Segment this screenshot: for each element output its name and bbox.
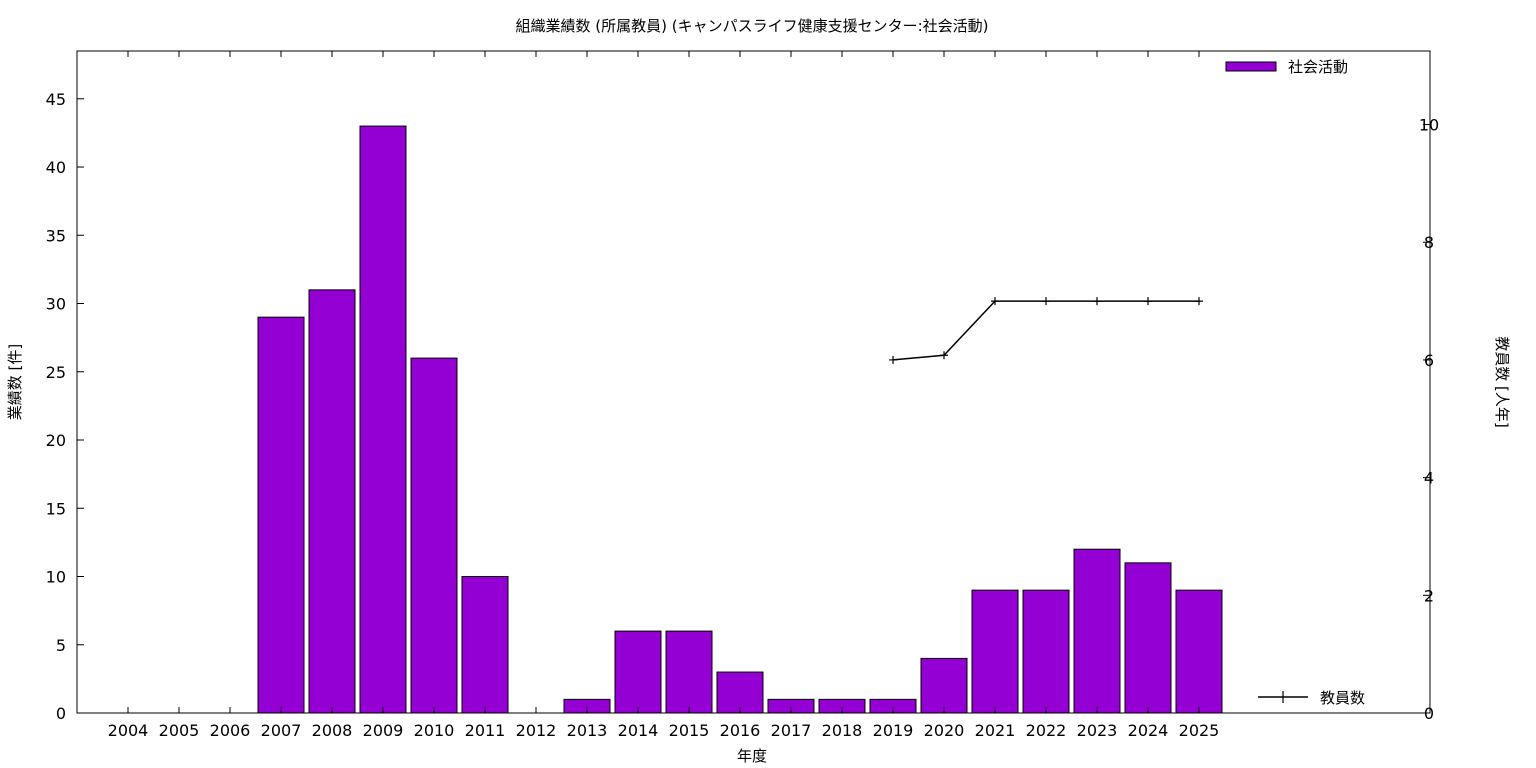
y-tick-label-45: 45	[46, 90, 66, 109]
x-tick-label-2005: 2005	[159, 721, 200, 740]
line-point-2021	[991, 297, 999, 306]
line-path	[892, 300, 1199, 361]
x-tick-label-2009: 2009	[363, 721, 404, 740]
legend-swatch-bars	[1225, 61, 1277, 72]
x-tick-label-2024: 2024	[1128, 721, 1169, 740]
axis-ticks	[77, 51, 1430, 714]
x-tick-label-2019: 2019	[873, 721, 914, 740]
x-tick-label-2015: 2015	[669, 721, 710, 740]
bar-2010	[410, 357, 458, 714]
x-tick-labels: 2004 2005 2006 2007 2008 2009 2010 2011 2012 2013…	[108, 721, 1220, 740]
x-tick-label-2016: 2016	[720, 721, 761, 740]
x-tick-label-2004: 2004	[108, 721, 149, 740]
x-tick-label-2012: 2012	[516, 721, 557, 740]
bar-2014	[614, 630, 662, 714]
bar-2011	[461, 576, 509, 714]
x-tick-label-2023: 2023	[1077, 721, 1118, 740]
x-tick-label-2013: 2013	[567, 721, 608, 740]
y2-tick-label-2: 2	[1424, 586, 1434, 605]
x-tick-label-2011: 2011	[465, 721, 506, 740]
legend: 社会活動 教員数	[1225, 58, 1365, 707]
y-tick-label-5: 5	[56, 636, 66, 655]
chart-title: 組織業績数 (所属教員) (キャンパスライフ健康支援センター:社会活動)	[515, 17, 988, 35]
bar-2009	[359, 125, 407, 714]
bar-2024	[1124, 562, 1172, 714]
x-tick-label-2022: 2022	[1026, 721, 1067, 740]
y-tick-label-25: 25	[46, 363, 66, 382]
x-tick-label-2025: 2025	[1179, 721, 1220, 740]
x-tick-label-2007: 2007	[261, 721, 302, 740]
x-tick-label-2010: 2010	[414, 721, 455, 740]
x-tick-label-2017: 2017	[771, 721, 812, 740]
y2-tick-labels: 0 2 4 6 8 10	[1419, 116, 1439, 723]
x-tick-label-2020: 2020	[924, 721, 965, 740]
bar-series	[257, 125, 1223, 714]
bar-2020	[920, 657, 968, 714]
y-tick-label-15: 15	[46, 499, 66, 518]
y2-axis-title: 教員数 [人年]	[1493, 336, 1511, 427]
line-point-2024	[1144, 297, 1152, 306]
y-tick-label-0: 0	[56, 704, 66, 723]
line-point-2019	[889, 355, 897, 364]
x-axis-title: 年度	[737, 747, 767, 765]
y-tick-labels: 0 5 10 15 20 25 30 35 40 45	[46, 90, 66, 723]
bar-2008	[308, 289, 356, 714]
y-tick-label-20: 20	[46, 431, 66, 450]
y-tick-label-35: 35	[46, 226, 66, 245]
line-point-2020	[940, 351, 948, 360]
bar-2015	[665, 630, 713, 714]
bar-2021	[971, 589, 1019, 714]
legend-label-line: 教員数	[1320, 689, 1365, 707]
y-axis-title: 業績数 [件]	[6, 344, 24, 420]
bar-2007	[257, 316, 305, 714]
line-point-2023	[1093, 297, 1101, 306]
y2-tick-label-4: 4	[1424, 469, 1434, 488]
x-tick-label-2018: 2018	[822, 721, 863, 740]
legend-label-bars: 社会活動	[1288, 58, 1348, 76]
bar-2023	[1073, 548, 1121, 714]
line-series	[889, 297, 1203, 364]
line-point-2025	[1195, 297, 1203, 306]
bar-2022	[1022, 589, 1070, 714]
bar-2025	[1175, 589, 1223, 714]
x-tick-label-2008: 2008	[312, 721, 353, 740]
x-tick-label-2014: 2014	[618, 721, 659, 740]
bar-2016	[716, 671, 764, 714]
y2-tick-label-0: 0	[1424, 704, 1434, 723]
y2-tick-label-6: 6	[1424, 351, 1434, 370]
x-tick-label-2006: 2006	[210, 721, 251, 740]
y2-tick-label-8: 8	[1424, 233, 1434, 252]
y-tick-label-40: 40	[46, 158, 66, 177]
y-tick-label-30: 30	[46, 295, 66, 314]
y2-tick-label-10: 10	[1419, 116, 1439, 135]
line-point-2022	[1042, 297, 1050, 306]
y-tick-label-10: 10	[46, 568, 66, 587]
x-tick-label-2021: 2021	[975, 721, 1016, 740]
